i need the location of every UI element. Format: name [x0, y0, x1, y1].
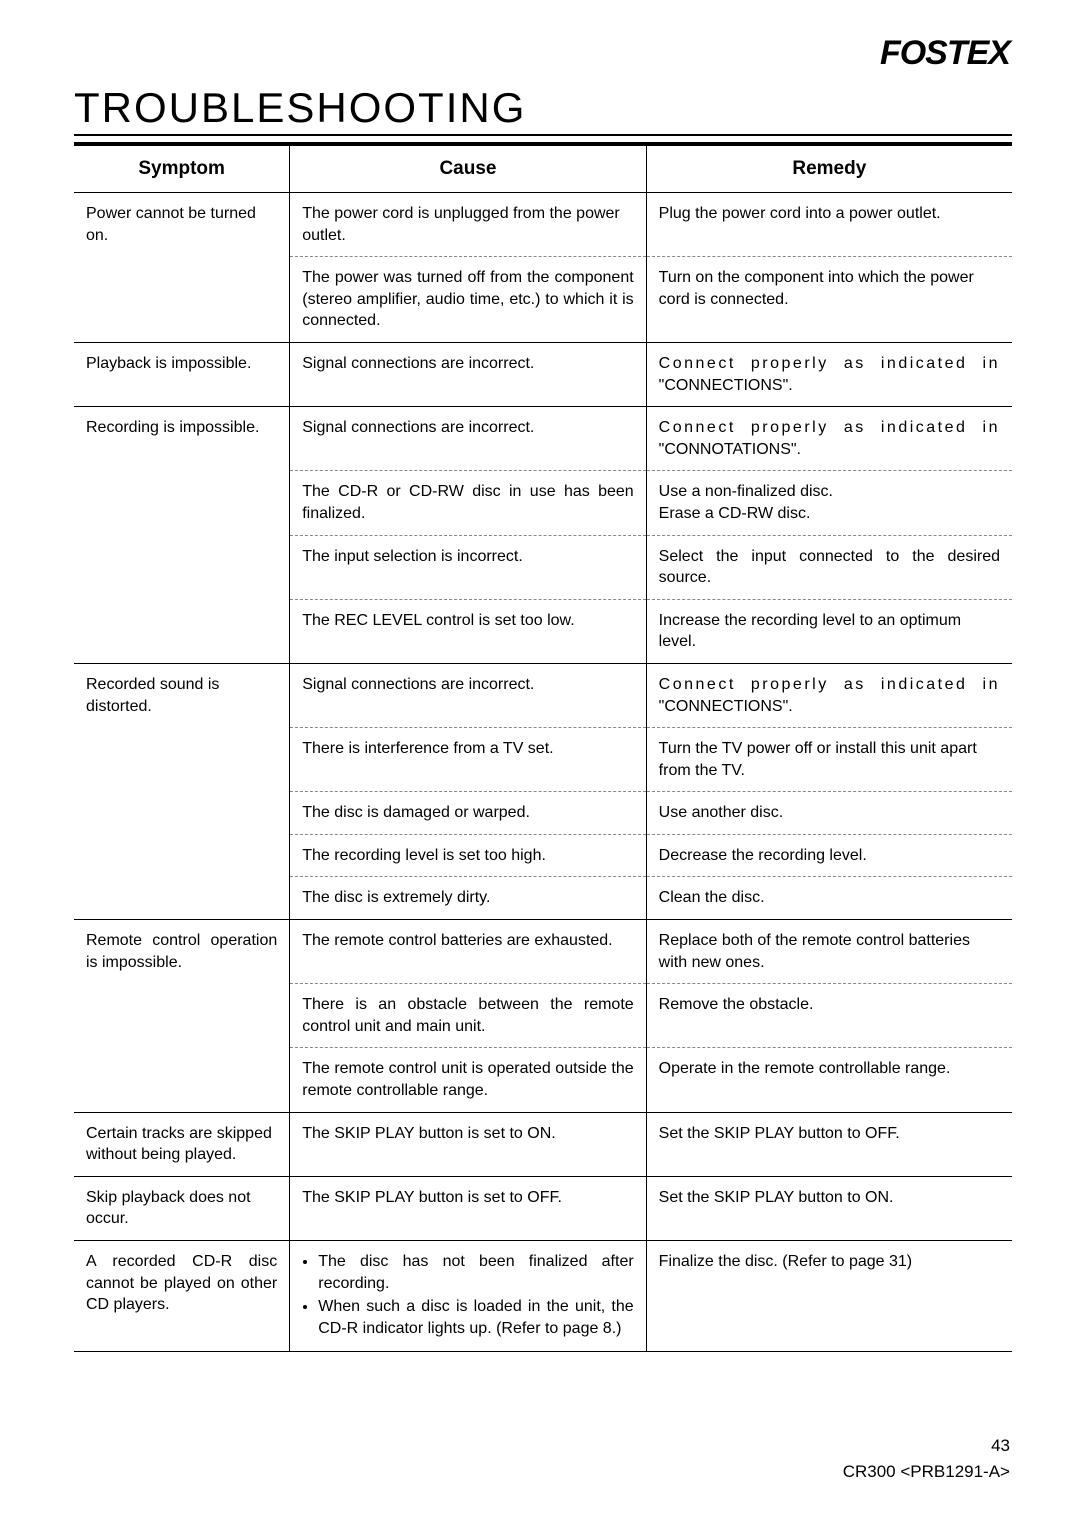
cause-cell: The disc has not been finalized after re… — [290, 1241, 646, 1352]
cause-cell: The recording level is set too high. — [290, 834, 646, 877]
cause-cell: The SKIP PLAY button is set to OFF. — [290, 1176, 646, 1240]
col-header-remedy: Remedy — [646, 144, 1012, 193]
remedy-cell: Finalize the disc. (Refer to page 31) — [646, 1241, 1012, 1352]
table-row: Skip playback does not occur. The SKIP P… — [74, 1176, 1012, 1240]
page-number: 43 — [843, 1433, 1010, 1459]
remedy-cell: Remove the obstacle. — [646, 984, 1012, 1048]
symptom-cell: Recorded sound is distorted. — [74, 663, 290, 919]
symptom-cell: A recorded CD-R disc cannot be played on… — [74, 1241, 290, 1352]
remedy-cell: Replace both of the remote control batte… — [646, 920, 1012, 984]
table-row: Recording is impossible. Signal connecti… — [74, 407, 1012, 471]
cause-cell: There is an obstacle between the remote … — [290, 984, 646, 1048]
remedy-cell: Use a non-finalized disc. Erase a CD-RW … — [646, 471, 1012, 535]
remedy-cell: Select the input connected to the desire… — [646, 535, 1012, 599]
cause-cell: The power cord is unplugged from the pow… — [290, 193, 646, 257]
table-row: Recorded sound is distorted. Signal conn… — [74, 663, 1012, 727]
symptom-cell: Recording is impossible. — [74, 407, 290, 664]
cause-cell: The disc is damaged or warped. — [290, 792, 646, 835]
remedy-cell: Set the SKIP PLAY button to OFF. — [646, 1112, 1012, 1176]
table-header-row: Symptom Cause Remedy — [74, 144, 1012, 193]
doc-id: CR300 <PRB1291-A> — [843, 1459, 1010, 1485]
remedy-cell: Clean the disc. — [646, 877, 1012, 920]
cause-cell: Signal connections are incorrect. — [290, 342, 646, 406]
remedy-cell: Connect properly as indicated in "CONNEC… — [646, 342, 1012, 406]
remedy-cell: Operate in the remote controllable range… — [646, 1048, 1012, 1112]
cause-cell: The remote control unit is operated outs… — [290, 1048, 646, 1112]
table-row: A recorded CD-R disc cannot be played on… — [74, 1241, 1012, 1352]
remedy-cell: Use another disc. — [646, 792, 1012, 835]
table-row: Remote control operation is impossible. … — [74, 920, 1012, 984]
remedy-cell: Connect properly as indicated in "CONNOT… — [646, 407, 1012, 471]
col-header-symptom: Symptom — [74, 144, 290, 193]
col-header-cause: Cause — [290, 144, 646, 193]
remedy-cell: Connect properly as indicated in "CONNEC… — [646, 663, 1012, 727]
cause-cell: The remote control batteries are exhaust… — [290, 920, 646, 984]
cause-cell: Signal connections are incorrect. — [290, 407, 646, 471]
table-row: Certain tracks are skipped without being… — [74, 1112, 1012, 1176]
page-title: TROUBLESHOOTING — [74, 84, 1012, 136]
cause-cell: The CD-R or CD-RW disc in use has been f… — [290, 471, 646, 535]
page-footer: 43 CR300 <PRB1291-A> — [843, 1433, 1010, 1484]
symptom-cell: Certain tracks are skipped without being… — [74, 1112, 290, 1176]
cause-cell: The disc is extremely dirty. — [290, 877, 646, 920]
remedy-cell: Decrease the recording level. — [646, 834, 1012, 877]
brand-logo: FOSTEX — [880, 34, 1010, 73]
cause-cell: The power was turned off from the compon… — [290, 257, 646, 343]
remedy-cell: Turn on the component into which the pow… — [646, 257, 1012, 343]
symptom-cell: Power cannot be turned on. — [74, 193, 290, 343]
cause-cell: The SKIP PLAY button is set to ON. — [290, 1112, 646, 1176]
table-row: Power cannot be turned on. The power cor… — [74, 193, 1012, 257]
symptom-cell: Skip playback does not occur. — [74, 1176, 290, 1240]
cause-cell: Signal connections are incorrect. — [290, 663, 646, 727]
symptom-cell: Remote control operation is impossible. — [74, 920, 290, 1113]
cause-cell: There is interference from a TV set. — [290, 728, 646, 792]
cause-cell: The input selection is incorrect. — [290, 535, 646, 599]
remedy-cell: Set the SKIP PLAY button to ON. — [646, 1176, 1012, 1240]
remedy-cell: Plug the power cord into a power outlet. — [646, 193, 1012, 257]
table-row: Playback is impossible. Signal connectio… — [74, 342, 1012, 406]
remedy-cell: Turn the TV power off or install this un… — [646, 728, 1012, 792]
symptom-cell: Playback is impossible. — [74, 342, 290, 406]
remedy-cell: Increase the recording level to an optim… — [646, 599, 1012, 663]
troubleshooting-table: Symptom Cause Remedy Power cannot be tur… — [74, 142, 1012, 1352]
cause-cell: The REC LEVEL control is set too low. — [290, 599, 646, 663]
